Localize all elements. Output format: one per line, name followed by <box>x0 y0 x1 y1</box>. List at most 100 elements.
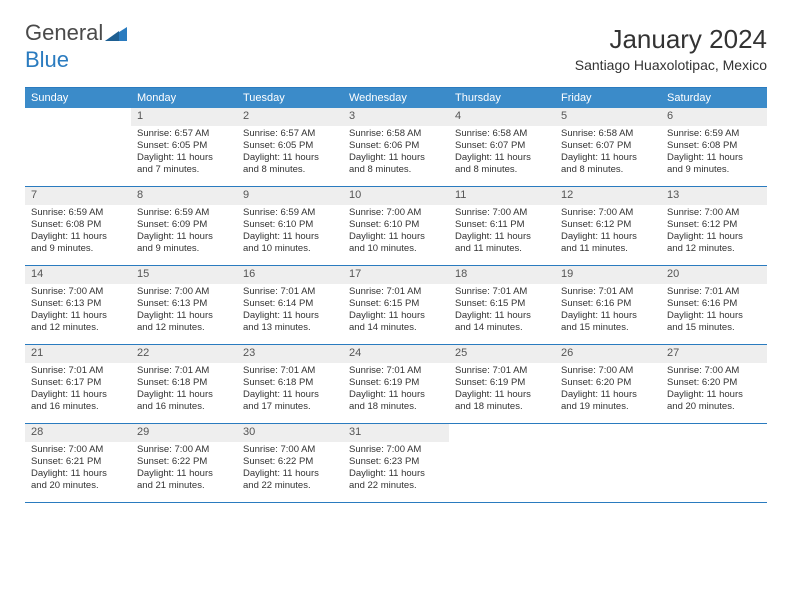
weekday-header: Thursday <box>449 88 555 108</box>
sunset-line: Sunset: 6:13 PM <box>137 298 231 310</box>
day-cell: 19Sunrise: 7:01 AMSunset: 6:16 PMDayligh… <box>555 266 661 344</box>
day-body: Sunrise: 7:01 AMSunset: 6:19 PMDaylight:… <box>343 363 449 417</box>
daylight-line: Daylight: 11 hours and 15 minutes. <box>667 310 761 334</box>
sunset-line: Sunset: 6:05 PM <box>243 140 337 152</box>
day-cell <box>661 424 767 502</box>
daylight-line: Daylight: 11 hours and 14 minutes. <box>349 310 443 334</box>
sunset-line: Sunset: 6:10 PM <box>349 219 443 231</box>
location: Santiago Huaxolotipac, Mexico <box>575 57 767 73</box>
day-cell: 24Sunrise: 7:01 AMSunset: 6:19 PMDayligh… <box>343 345 449 423</box>
day-number: 12 <box>555 187 661 205</box>
sunset-line: Sunset: 6:22 PM <box>137 456 231 468</box>
daylight-line: Daylight: 11 hours and 15 minutes. <box>561 310 655 334</box>
day-body: Sunrise: 7:00 AMSunset: 6:13 PMDaylight:… <box>131 284 237 338</box>
sunrise-line: Sunrise: 7:00 AM <box>349 207 443 219</box>
day-body: Sunrise: 6:59 AMSunset: 6:08 PMDaylight:… <box>25 205 131 259</box>
day-number: 8 <box>131 187 237 205</box>
sunrise-line: Sunrise: 7:00 AM <box>137 286 231 298</box>
day-body: Sunrise: 6:59 AMSunset: 6:10 PMDaylight:… <box>237 205 343 259</box>
week-row: 28Sunrise: 7:00 AMSunset: 6:21 PMDayligh… <box>25 424 767 503</box>
sunset-line: Sunset: 6:10 PM <box>243 219 337 231</box>
day-cell: 9Sunrise: 6:59 AMSunset: 6:10 PMDaylight… <box>237 187 343 265</box>
day-number: 1 <box>131 108 237 126</box>
day-body: Sunrise: 7:01 AMSunset: 6:19 PMDaylight:… <box>449 363 555 417</box>
day-number: 18 <box>449 266 555 284</box>
day-cell: 27Sunrise: 7:00 AMSunset: 6:20 PMDayligh… <box>661 345 767 423</box>
day-body: Sunrise: 7:00 AMSunset: 6:22 PMDaylight:… <box>237 442 343 496</box>
sunset-line: Sunset: 6:11 PM <box>455 219 549 231</box>
day-cell: 13Sunrise: 7:00 AMSunset: 6:12 PMDayligh… <box>661 187 767 265</box>
day-body: Sunrise: 7:00 AMSunset: 6:21 PMDaylight:… <box>25 442 131 496</box>
sunset-line: Sunset: 6:05 PM <box>137 140 231 152</box>
day-number: 4 <box>449 108 555 126</box>
sunset-line: Sunset: 6:18 PM <box>243 377 337 389</box>
sunrise-line: Sunrise: 7:01 AM <box>667 286 761 298</box>
sunset-line: Sunset: 6:20 PM <box>667 377 761 389</box>
sunrise-line: Sunrise: 7:01 AM <box>455 365 549 377</box>
daylight-line: Daylight: 11 hours and 19 minutes. <box>561 389 655 413</box>
day-body: Sunrise: 6:59 AMSunset: 6:09 PMDaylight:… <box>131 205 237 259</box>
daylight-line: Daylight: 11 hours and 22 minutes. <box>349 468 443 492</box>
day-cell: 15Sunrise: 7:00 AMSunset: 6:13 PMDayligh… <box>131 266 237 344</box>
day-body: Sunrise: 7:01 AMSunset: 6:16 PMDaylight:… <box>555 284 661 338</box>
sunset-line: Sunset: 6:07 PM <box>455 140 549 152</box>
day-number: 16 <box>237 266 343 284</box>
daylight-line: Daylight: 11 hours and 12 minutes. <box>137 310 231 334</box>
daylight-line: Daylight: 11 hours and 22 minutes. <box>243 468 337 492</box>
day-number: 17 <box>343 266 449 284</box>
daylight-line: Daylight: 11 hours and 9 minutes. <box>31 231 125 255</box>
sunset-line: Sunset: 6:08 PM <box>667 140 761 152</box>
sunset-line: Sunset: 6:18 PM <box>137 377 231 389</box>
sunrise-line: Sunrise: 7:01 AM <box>243 365 337 377</box>
logo-word-1: General <box>25 20 103 45</box>
daylight-line: Daylight: 11 hours and 21 minutes. <box>137 468 231 492</box>
day-body: Sunrise: 7:01 AMSunset: 6:15 PMDaylight:… <box>449 284 555 338</box>
day-cell: 26Sunrise: 7:00 AMSunset: 6:20 PMDayligh… <box>555 345 661 423</box>
calendar: SundayMondayTuesdayWednesdayThursdayFrid… <box>25 87 767 503</box>
day-body: Sunrise: 6:59 AMSunset: 6:08 PMDaylight:… <box>661 126 767 180</box>
day-body: Sunrise: 7:00 AMSunset: 6:22 PMDaylight:… <box>131 442 237 496</box>
day-cell: 18Sunrise: 7:01 AMSunset: 6:15 PMDayligh… <box>449 266 555 344</box>
day-body: Sunrise: 7:01 AMSunset: 6:17 PMDaylight:… <box>25 363 131 417</box>
day-cell: 22Sunrise: 7:01 AMSunset: 6:18 PMDayligh… <box>131 345 237 423</box>
sunrise-line: Sunrise: 7:01 AM <box>349 365 443 377</box>
day-number: 29 <box>131 424 237 442</box>
day-cell: 23Sunrise: 7:01 AMSunset: 6:18 PMDayligh… <box>237 345 343 423</box>
day-body: Sunrise: 7:00 AMSunset: 6:20 PMDaylight:… <box>661 363 767 417</box>
day-cell: 2Sunrise: 6:57 AMSunset: 6:05 PMDaylight… <box>237 108 343 186</box>
day-body: Sunrise: 7:00 AMSunset: 6:10 PMDaylight:… <box>343 205 449 259</box>
day-cell: 30Sunrise: 7:00 AMSunset: 6:22 PMDayligh… <box>237 424 343 502</box>
sunset-line: Sunset: 6:12 PM <box>561 219 655 231</box>
day-body: Sunrise: 6:57 AMSunset: 6:05 PMDaylight:… <box>131 126 237 180</box>
sunrise-line: Sunrise: 7:00 AM <box>31 444 125 456</box>
day-number: 11 <box>449 187 555 205</box>
sunset-line: Sunset: 6:19 PM <box>349 377 443 389</box>
sunset-line: Sunset: 6:09 PM <box>137 219 231 231</box>
day-number: 6 <box>661 108 767 126</box>
day-number: 26 <box>555 345 661 363</box>
header: General Blue January 2024 Santiago Huaxo… <box>0 0 792 81</box>
day-number: 21 <box>25 345 131 363</box>
day-cell: 11Sunrise: 7:00 AMSunset: 6:11 PMDayligh… <box>449 187 555 265</box>
day-number: 10 <box>343 187 449 205</box>
logo-text: General Blue <box>25 20 127 73</box>
day-number: 14 <box>25 266 131 284</box>
day-body: Sunrise: 7:01 AMSunset: 6:15 PMDaylight:… <box>343 284 449 338</box>
sunset-line: Sunset: 6:07 PM <box>561 140 655 152</box>
day-cell: 6Sunrise: 6:59 AMSunset: 6:08 PMDaylight… <box>661 108 767 186</box>
sunset-line: Sunset: 6:15 PM <box>349 298 443 310</box>
day-body: Sunrise: 6:58 AMSunset: 6:07 PMDaylight:… <box>555 126 661 180</box>
week-row: 14Sunrise: 7:00 AMSunset: 6:13 PMDayligh… <box>25 266 767 345</box>
weekday-header: Wednesday <box>343 88 449 108</box>
day-body: Sunrise: 7:01 AMSunset: 6:16 PMDaylight:… <box>661 284 767 338</box>
sunset-line: Sunset: 6:21 PM <box>31 456 125 468</box>
logo-word-2: Blue <box>25 47 69 72</box>
logo: General Blue <box>25 20 127 73</box>
daylight-line: Daylight: 11 hours and 7 minutes. <box>137 152 231 176</box>
daylight-line: Daylight: 11 hours and 11 minutes. <box>561 231 655 255</box>
day-cell <box>25 108 131 186</box>
daylight-line: Daylight: 11 hours and 17 minutes. <box>243 389 337 413</box>
daylight-line: Daylight: 11 hours and 13 minutes. <box>243 310 337 334</box>
day-body: Sunrise: 7:00 AMSunset: 6:23 PMDaylight:… <box>343 442 449 496</box>
day-cell: 7Sunrise: 6:59 AMSunset: 6:08 PMDaylight… <box>25 187 131 265</box>
